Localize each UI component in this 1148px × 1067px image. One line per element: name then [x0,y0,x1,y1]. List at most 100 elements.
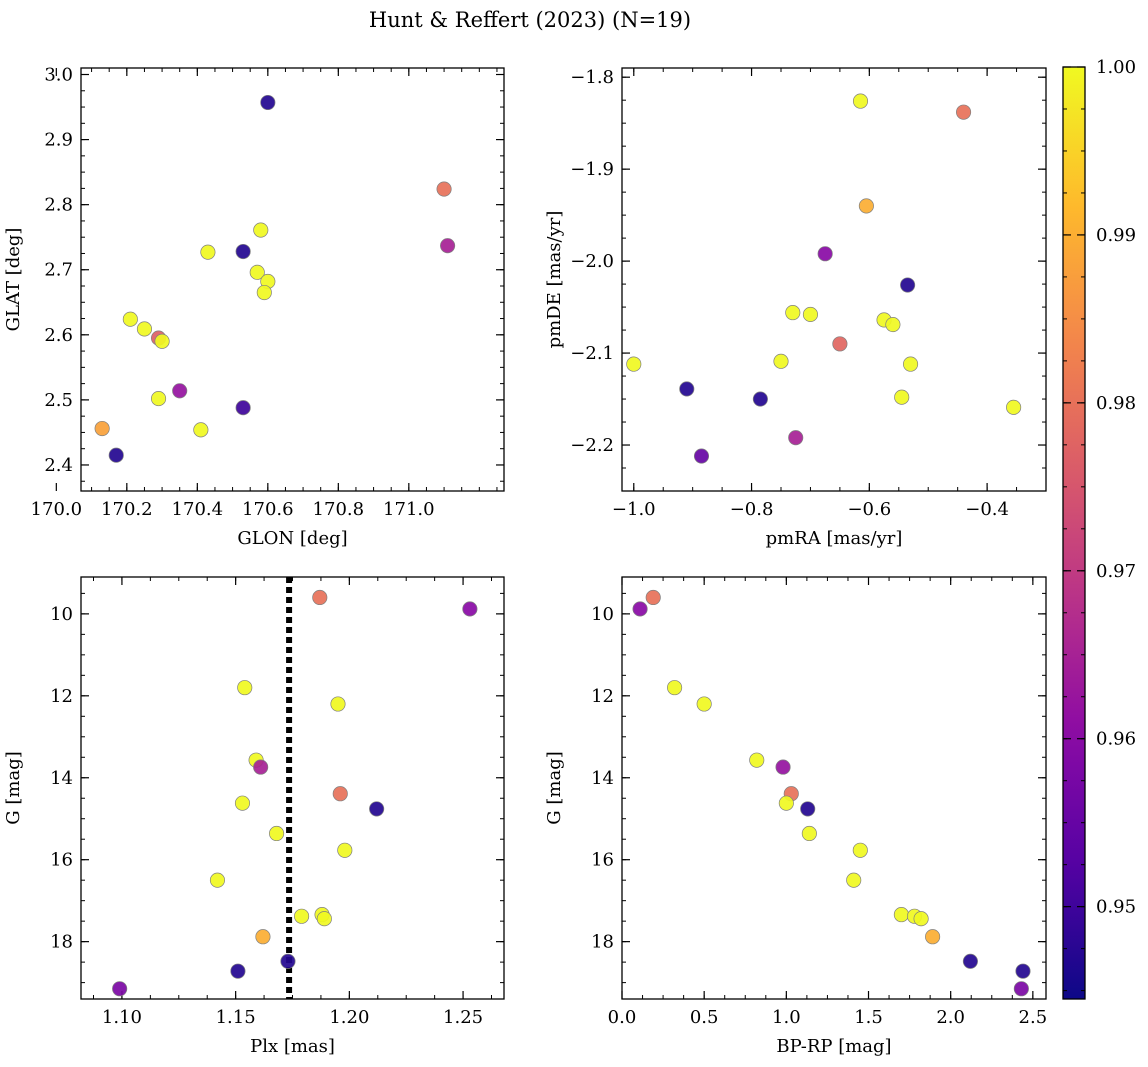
scatter-point [800,801,816,817]
scatter-point [280,953,296,969]
scatter-point [230,963,246,979]
scatter-point [962,953,978,969]
panel-2: −1.0 −0.8 −0.6 −0.4 −2.2 −2.1 −2.0 −1.9 −1.8 pmRA… [544,67,1047,549]
scatter-point [235,243,251,260]
scatter-point [749,752,765,768]
axes-frame [621,576,1047,1000]
scatter-point [802,306,818,322]
x-tick-label: 1.15 [216,1007,256,1028]
y-tick-label: −1.8 [570,67,614,88]
x-axis-label: pmRA [mas/yr] [766,528,903,549]
scatter-point [832,336,848,352]
scatter-point [255,929,271,945]
x-axis-label: Plx [mas] [250,1036,335,1057]
scatter-point [369,801,385,817]
y-tick-label: 18 [591,932,614,953]
y-axis-label: GLAT [deg] [3,228,24,332]
y-tick-label: −2.0 [570,251,614,272]
scatter-point [234,795,251,811]
scatter-point [775,759,791,775]
x-tick-label: −0.8 [730,499,774,520]
y-tick-label: 2.5 [44,390,73,411]
colorbar-gradient [1063,67,1085,999]
colorbar-tick-label: 0.96 [1096,729,1136,750]
scatter-point [294,908,310,924]
y-tick-label: 12 [50,686,73,707]
y-tick-label: 3.0 [44,65,73,86]
scatter-point [900,277,916,293]
scatter-point [237,680,253,696]
y-tick-label: 12 [591,686,614,707]
colorbar-tick-label: 0.99 [1096,225,1136,246]
colorbar-tick-label: 0.95 [1096,897,1136,918]
scatter-point [893,907,909,923]
scatter-point [1006,399,1022,415]
scatter-point [154,333,170,349]
scatter-point [885,317,901,333]
axes-frame [621,67,1047,492]
scatter-point [235,400,251,416]
y-tick-label: −2.2 [570,435,614,456]
x-tick-label: −0.6 [847,499,891,520]
y-tick-label: 10 [50,604,73,625]
y-tick-label: 2.8 [44,195,73,216]
scatter-point [785,305,801,321]
scatter-point [260,94,276,111]
scatter-point [696,696,712,712]
scatter-point [913,911,929,927]
scatter-point [332,786,348,802]
scatter-point [330,696,346,712]
scatter-point [253,759,269,775]
scatter-point [903,356,919,372]
x-tick-label: 0.5 [690,1007,719,1028]
y-tick-label: −1.9 [570,159,614,180]
axes-frame [80,576,505,1000]
panel-3: 1.10 1.15 1.20 1.25 10 12 14 16 18 Plx [mas] G [ma… [3,576,505,1057]
scatter-point [112,981,128,997]
colorbar-frame [1062,66,1086,1000]
scatter-point [122,311,138,327]
scatter-point [956,104,972,120]
axes-frame [80,67,505,492]
scatter-point [462,601,478,617]
y-tick-label: 2.9 [44,130,73,151]
x-tick-label: −0.4 [965,499,1009,520]
y-tick-label: 2.4 [44,455,73,476]
scatter-point [151,391,167,407]
scatter-point [925,929,941,945]
figure-title: Hunt & Reffert (2023) (N=19) [369,8,691,32]
y-axis-label: pmDE [mas/yr] [544,211,565,349]
x-tick-label: 1.25 [443,1007,483,1028]
colorbar-tick-label: 1.00 [1096,57,1136,78]
x-tick-label: 2.0 [936,1007,965,1028]
scatter-point [778,795,794,811]
x-tick-label: 1.20 [329,1007,369,1028]
scatter-point [1015,963,1031,979]
x-tick-label: 1.5 [854,1007,883,1028]
scatter-point [679,381,695,397]
x-tick-label: 171.0 [383,499,435,520]
scatter-point [269,825,285,842]
scatter-point [858,198,874,214]
scatter-point [436,181,452,197]
x-tick-label: 1.0 [772,1007,801,1028]
panel-1: 170.0 170.2 170.4 170.6 170.8 171.0 2.4 2.5 2.6 2… [3,65,505,549]
scatter-point [852,842,868,858]
y-axis-label: G [mag] [544,751,565,824]
y-tick-label: 14 [50,768,73,789]
scatter-point [193,422,209,438]
x-tick-label: 1.10 [102,1007,142,1028]
panels: 170.0 170.2 170.4 170.6 170.8 171.0 2.4 2.5 2.6 2… [3,65,1047,1057]
scatter-point [337,842,353,858]
x-tick-label: 170.0 [31,499,83,520]
scatter-point [626,356,642,372]
scatter-point [693,448,710,464]
scatter-point [632,601,648,617]
scatter-point [1013,981,1029,997]
scatter-point [801,825,817,842]
colorbar-tick-label: 0.97 [1096,561,1136,582]
scatter-point [108,447,124,463]
scatter-point [846,872,862,888]
x-tick-label: −1.0 [612,499,656,520]
colorbar: 0.95 0.96 0.97 0.98 0.99 1.00 [1062,57,1136,1000]
